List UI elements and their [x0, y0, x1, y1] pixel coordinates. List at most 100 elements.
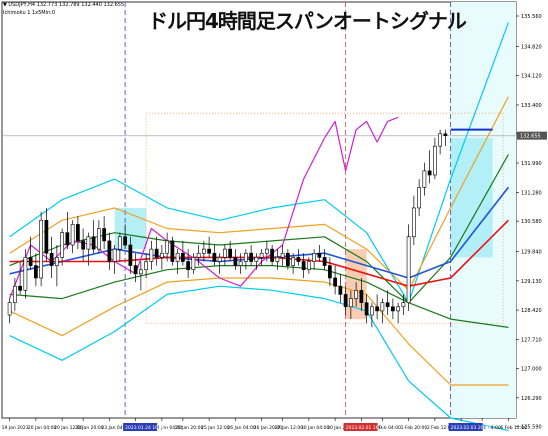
indicator-label: Ichimoku 1 1x5Min:0 [3, 10, 56, 16]
candle [270, 248, 274, 262]
y-tick-label: 131.280 [521, 190, 542, 196]
candle [65, 232, 70, 246]
current-price-label: 132.655 [520, 134, 541, 140]
candle [154, 248, 159, 258]
candle [327, 265, 332, 279]
candle [223, 248, 227, 258]
candle [317, 252, 322, 258]
candle [354, 290, 358, 299]
candle [338, 285, 343, 295]
candle [291, 257, 295, 266]
candle [417, 187, 421, 209]
candle [23, 257, 28, 291]
indicator-line-3 [9, 277, 509, 386]
x-tick-label: 1 Feb 04:00 [374, 425, 401, 431]
candle [322, 257, 327, 266]
candle [202, 248, 206, 254]
candle [70, 224, 75, 246]
x-highlight-label: 2023.02.03 20:00 [451, 425, 491, 431]
candle [390, 306, 395, 312]
candle [81, 240, 86, 250]
candle [13, 285, 17, 303]
x-highlight-box [123, 423, 158, 431]
candle [49, 252, 54, 266]
candle [54, 257, 59, 266]
y-tick-label: 135.560 [521, 14, 542, 20]
candle [97, 228, 101, 250]
candle [259, 252, 264, 258]
candle [333, 277, 337, 287]
x-tick-label: 25 Jan 12:00 [201, 425, 230, 431]
candle [438, 133, 442, 147]
candle [18, 285, 22, 291]
candle [422, 170, 427, 188]
x-tick-label: 2 Feb 12:00 [427, 425, 454, 431]
candle [207, 248, 212, 254]
candle [144, 261, 149, 271]
candle [249, 252, 254, 262]
candle [296, 257, 301, 262]
cyan-zone-active [450, 137, 493, 258]
x-tick-label: 25 Jan 20:00 [175, 425, 204, 431]
candle [432, 145, 437, 176]
candle [244, 252, 248, 262]
x-tick-label: 27 Jan 12:00 [275, 425, 304, 431]
candle [91, 236, 96, 250]
candle [107, 240, 112, 262]
candle [233, 257, 238, 266]
candle [411, 207, 416, 238]
candle [228, 248, 233, 258]
candle [443, 133, 448, 136]
y-tick-label: 134.820 [521, 44, 542, 50]
x-tick-label: 30 Jan 04:00 [301, 425, 330, 431]
candle [275, 257, 280, 262]
y-tick-label: 134.120 [521, 73, 542, 79]
candle [118, 236, 122, 250]
y-tick-label: 130.580 [521, 219, 542, 225]
candle [112, 248, 117, 262]
candle [149, 248, 154, 262]
plot-frame [1, 1, 517, 419]
candle [39, 219, 43, 279]
candle [264, 248, 269, 254]
candle [364, 302, 369, 316]
candle [60, 232, 64, 258]
candle [375, 306, 379, 312]
candle [396, 306, 400, 312]
x-tick-label: 23 Jan 04:00 [101, 425, 130, 431]
candle [238, 261, 243, 266]
x-highlight-box [343, 423, 378, 431]
x-tick-label: 1 Feb 20:00 [401, 425, 428, 431]
candle [123, 236, 128, 246]
chart-title: ドル円4時間足スパンオートシグナル [148, 9, 467, 33]
y-tick-label: 127.710 [521, 337, 542, 343]
candle [217, 257, 222, 262]
candle [343, 294, 348, 308]
candle [312, 252, 316, 262]
indicator-line-2 [9, 96, 509, 291]
candle [170, 240, 175, 262]
indicator-line-0 [9, 22, 509, 304]
current-price-box [517, 131, 547, 140]
candle [385, 302, 390, 308]
x-tick-label: 24 Jan 04:00 [154, 425, 183, 431]
candle [76, 224, 80, 242]
x-tick-label: 6 Feb 04:00 [474, 425, 501, 431]
candle [186, 261, 191, 271]
x-highlight-box [448, 423, 483, 431]
candle [7, 302, 12, 316]
candle [181, 252, 185, 262]
indicator-line-1 [9, 285, 509, 431]
candle [301, 261, 306, 271]
candle [128, 244, 133, 266]
x-highlight-label: 2023.01.24 16:00 [125, 425, 165, 431]
candle [175, 252, 180, 262]
candle [348, 298, 353, 308]
dotted-range-box [145, 112, 504, 324]
candle [254, 257, 259, 262]
candle [86, 236, 91, 250]
y-tick-label: 125.590 [521, 425, 542, 431]
candle [102, 228, 107, 242]
x-tick-label: 20 Jan 12:00 [54, 425, 83, 431]
